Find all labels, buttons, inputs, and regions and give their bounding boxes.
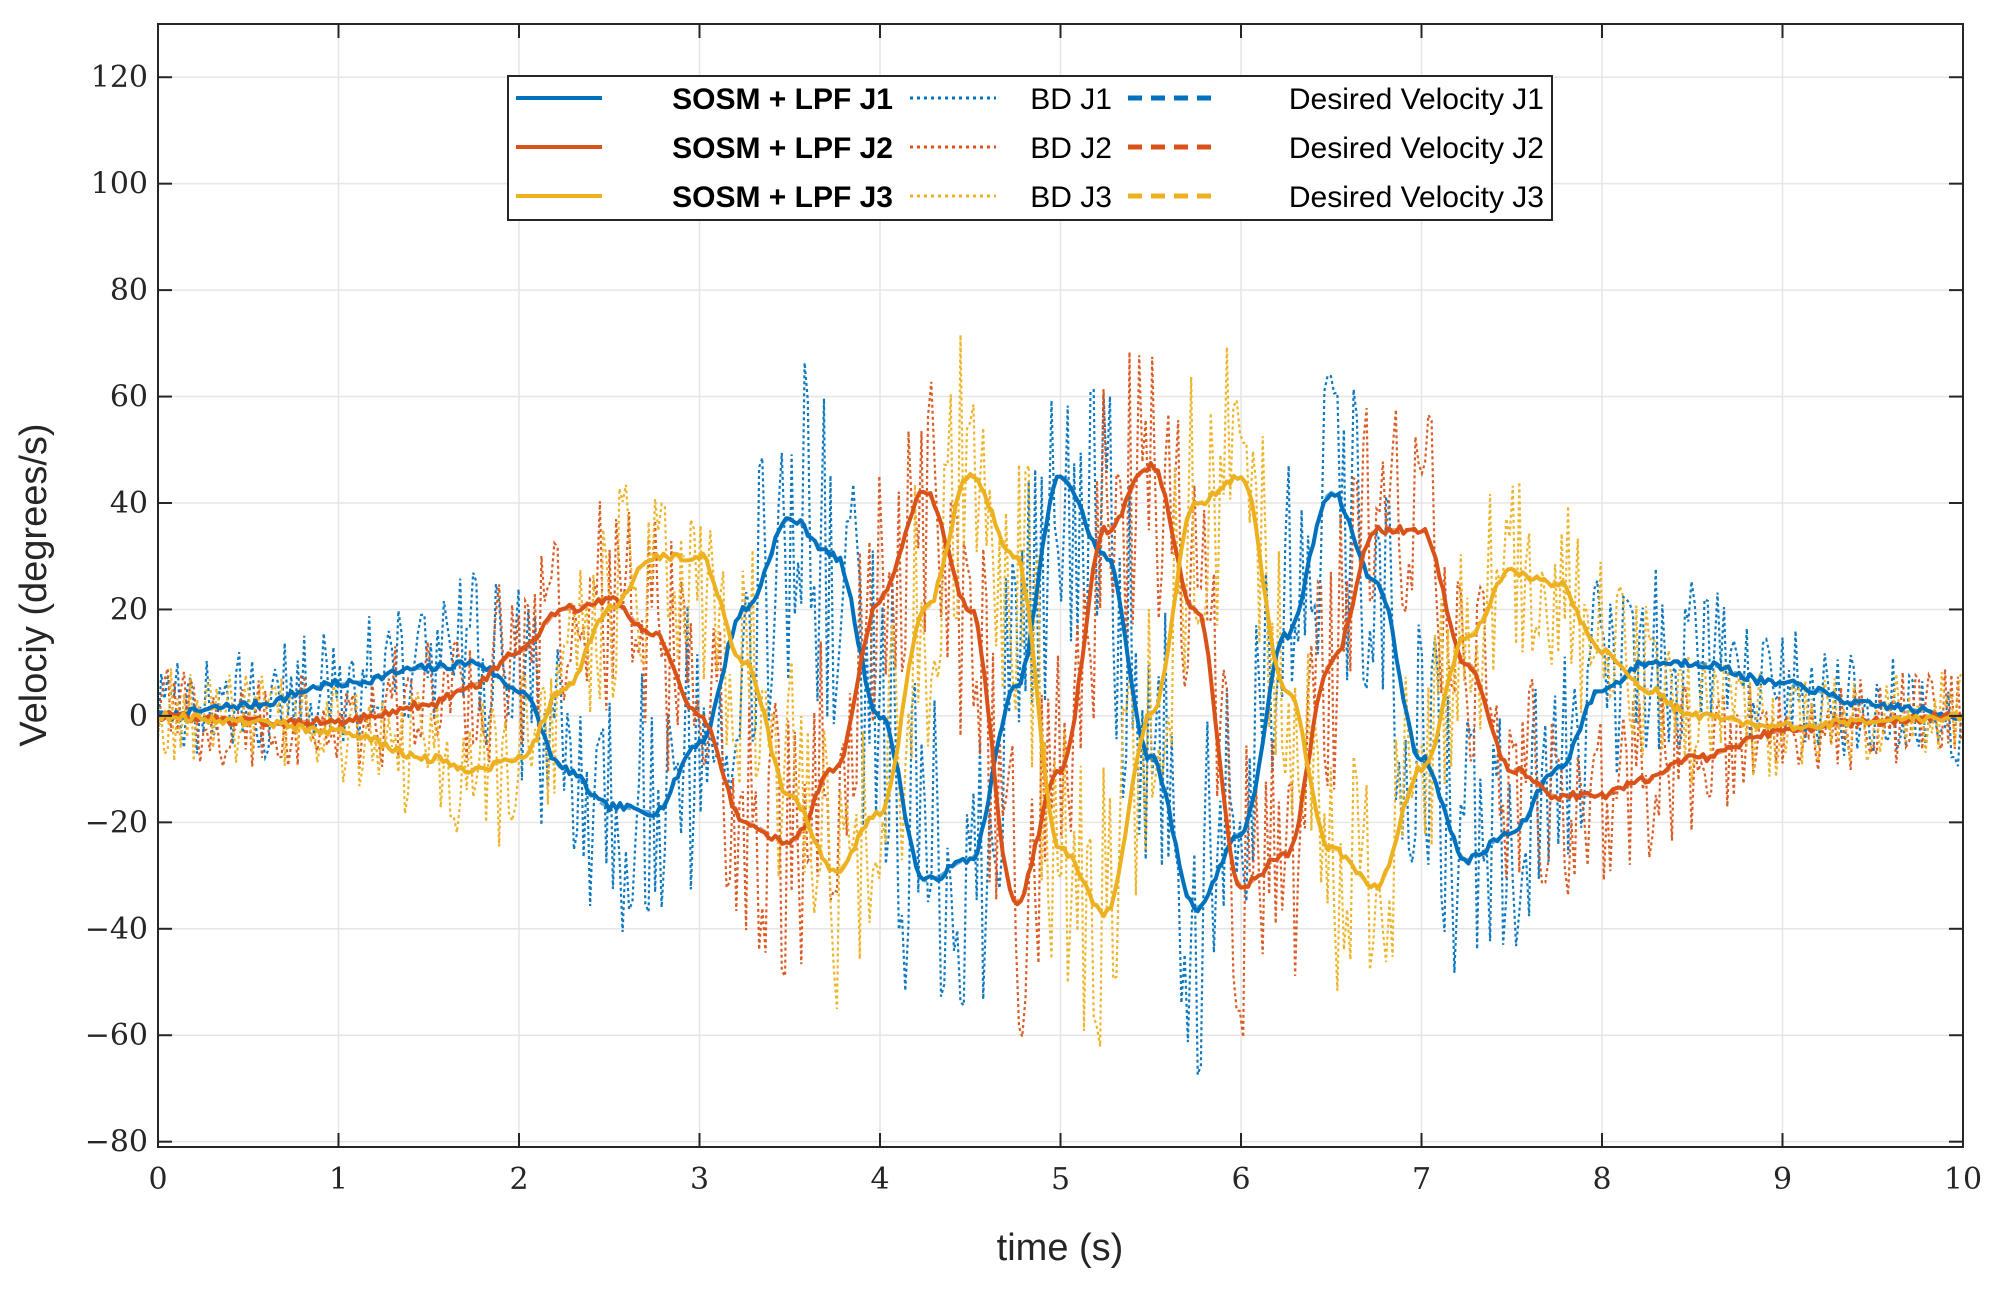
- y-tick-label-7: 60: [110, 380, 148, 415]
- legend: SOSM + LPF J1 BD J1 Desired Velocity J1 …: [507, 75, 1553, 221]
- series-line-bd-j3: [158, 334, 1963, 1047]
- ticks: [157, 24, 1964, 1147]
- legend-label-bd-j1: BD J1: [1030, 83, 1112, 116]
- x-tick-label-8: 8: [1592, 1162, 1611, 1197]
- y-tick-label-10: 120: [91, 60, 148, 95]
- legend-label-bd-j3: BD J3: [1030, 181, 1112, 214]
- x-tick-label-7: 7: [1412, 1162, 1431, 1197]
- legend-label-sosm-j2: SOSM + LPF J2: [672, 132, 893, 165]
- x-tick-label-4: 4: [870, 1162, 889, 1197]
- legend-label-bd-j2: BD J2: [1030, 132, 1112, 165]
- legend-label-desired-j3: Desired Velocity J3: [1289, 181, 1544, 214]
- legend-box: [507, 75, 1553, 221]
- x-tick-label-5: 5: [1051, 1162, 1070, 1197]
- y-tick-label-6: 40: [110, 486, 148, 521]
- y-tick-label-2: −40: [85, 912, 148, 947]
- legend-label-desired-j1: Desired Velocity J1: [1289, 83, 1544, 116]
- y-tick-label-5: 20: [110, 592, 148, 627]
- x-tick-label-9: 9: [1773, 1162, 1792, 1197]
- plot-area: [158, 334, 1963, 1076]
- x-tick-label-1: 1: [329, 1162, 348, 1197]
- x-tick-label-2: 2: [509, 1162, 528, 1197]
- series-line-sosm-lpf-j1: [158, 474, 1963, 914]
- x-tick-label-3: 3: [690, 1162, 709, 1197]
- x-tick-label-0: 0: [148, 1162, 167, 1197]
- x-axis-title: time (s): [997, 1227, 1124, 1269]
- sosm-series-group: [158, 461, 1963, 919]
- tick-labels: 0 1 2 3 4 5 6 7 8 9 10 −80 −60 −40 −20 0 20 40 60 80 100 120: [85, 60, 1982, 1197]
- x-tick-label-10: 10: [1944, 1162, 1982, 1197]
- legend-label-sosm-j1: SOSM + LPF J1: [672, 83, 893, 116]
- y-tick-label-1: −60: [85, 1018, 148, 1053]
- series-line-sosm-lpf-j2: [158, 461, 1963, 907]
- series-line-sosm-lpf-j3: [158, 472, 1963, 919]
- x-tick-label-6: 6: [1231, 1162, 1250, 1197]
- legend-label-sosm-j3: SOSM + LPF J3: [672, 181, 893, 214]
- legend-label-desired-j2: Desired Velocity J2: [1289, 132, 1544, 165]
- y-tick-label-4: 0: [129, 699, 148, 734]
- bd-series-group: [158, 334, 1963, 1076]
- series-line-bd-j2: [158, 351, 1963, 1038]
- y-axis-title: Velociy (degrees/s): [13, 423, 55, 746]
- y-tick-label-0: −80: [85, 1125, 148, 1160]
- y-tick-label-8: 80: [110, 273, 148, 308]
- series-line-bd-j1: [158, 362, 1963, 1076]
- y-tick-label-9: 100: [91, 167, 148, 202]
- y-tick-label-3: −20: [85, 805, 148, 840]
